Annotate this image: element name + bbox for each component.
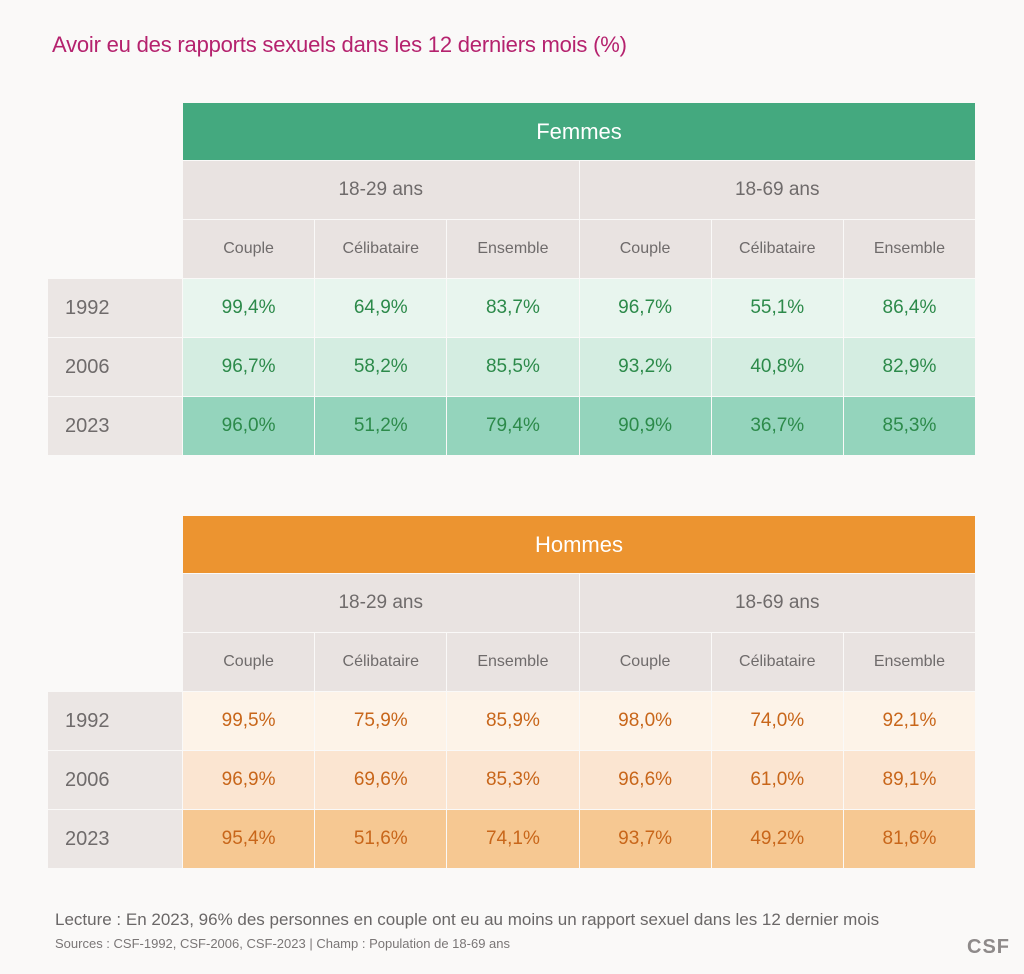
table-cell: 36,7%: [711, 397, 843, 455]
femmes-table: Femmes 18-29 ans 18-69 ans Couple Célibatair…: [48, 103, 976, 456]
table-banner-row: Hommes: [48, 516, 975, 573]
table-cell: 79,4%: [447, 397, 579, 455]
year-label: 2006: [48, 751, 182, 809]
table-cell: 93,7%: [579, 810, 711, 868]
table-row: 1992 99,5% 75,9% 85,9% 98,0% 74,0% 92,1%: [48, 692, 976, 750]
year-label: 2023: [48, 397, 182, 455]
table-cell: 51,6%: [315, 810, 447, 868]
table-cell: 49,2%: [711, 810, 843, 868]
table-cell: 74,1%: [447, 810, 579, 868]
corner-spacer: [48, 633, 182, 691]
table-cell: 81,6%: [843, 810, 976, 868]
year-label: 1992: [48, 692, 182, 750]
hommes-table: Hommes 18-29 ans 18-69 ans Couple Célibatair…: [48, 516, 976, 869]
table-cell: 75,9%: [315, 692, 447, 750]
column-header: Ensemble: [843, 220, 976, 278]
column-header: Célibataire: [711, 220, 843, 278]
hommes-banner-title: Hommes: [183, 516, 975, 573]
sources-note: Sources : CSF-1992, CSF-2006, CSF-2023 |…: [55, 936, 511, 951]
table-cell: 55,1%: [711, 279, 843, 337]
age-group-header: 18-69 ans: [579, 161, 975, 219]
table-cell: 69,6%: [315, 751, 447, 809]
age-group-row: 18-29 ans 18-69 ans: [48, 574, 975, 632]
column-header: Couple: [183, 633, 315, 691]
lecture-note: Lecture : En 2023, 96% des personnes en …: [55, 910, 880, 929]
table-cell: 85,9%: [447, 692, 579, 750]
table-row: 2023 96,0% 51,2% 79,4% 90,9% 36,7% 85,3%: [48, 397, 976, 455]
table-row: 2006 96,7% 58,2% 85,5% 93,2% 40,8% 82,9%: [48, 338, 976, 396]
table-cell: 64,9%: [315, 279, 447, 337]
corner-spacer: [48, 103, 182, 160]
table-cell: 85,3%: [447, 751, 579, 809]
column-header: Couple: [579, 633, 711, 691]
age-group-row: 18-29 ans 18-69 ans: [48, 161, 975, 219]
age-group-header: 18-29 ans: [183, 161, 579, 219]
table-cell: 98,0%: [579, 692, 711, 750]
table-cell: 92,1%: [843, 692, 976, 750]
femmes-banner-title: Femmes: [183, 103, 975, 160]
table-cell: 96,9%: [183, 751, 315, 809]
table-cell: 96,7%: [579, 279, 711, 337]
table-cell: 51,2%: [315, 397, 447, 455]
table-row: 1992 99,4% 64,9% 83,7% 96,7% 55,1% 86,4%: [48, 279, 976, 337]
column-header: Célibataire: [711, 633, 843, 691]
column-header-row: Couple Célibataire Ensemble Couple Célibatai…: [48, 220, 976, 278]
table-cell: 93,2%: [579, 338, 711, 396]
column-header: Ensemble: [843, 633, 976, 691]
table-cell: 96,7%: [183, 338, 315, 396]
column-header: Ensemble: [447, 220, 579, 278]
table-cell: 99,4%: [183, 279, 315, 337]
table-cell: 90,9%: [579, 397, 711, 455]
column-header: Célibataire: [315, 220, 447, 278]
table-cell: 96,6%: [579, 751, 711, 809]
csf-logo: CSF: [967, 936, 1010, 958]
table-cell: 89,1%: [843, 751, 976, 809]
year-label: 2006: [48, 338, 182, 396]
column-header: Ensemble: [447, 633, 579, 691]
table-cell: 99,5%: [183, 692, 315, 750]
year-label: 2023: [48, 810, 182, 868]
table-cell: 58,2%: [315, 338, 447, 396]
table-row: 2006 96,9% 69,6% 85,3% 96,6% 61,0% 89,1%: [48, 751, 976, 809]
age-group-header: 18-69 ans: [579, 574, 975, 632]
table-cell: 96,0%: [183, 397, 315, 455]
table-cell: 85,5%: [447, 338, 579, 396]
chart-title: Avoir eu des rapports sexuels dans les 1…: [52, 32, 627, 57]
table-cell: 74,0%: [711, 692, 843, 750]
corner-spacer: [48, 220, 182, 278]
column-header-row: Couple Célibataire Ensemble Couple Célibatai…: [48, 633, 976, 691]
column-header: Célibataire: [315, 633, 447, 691]
corner-spacer: [48, 516, 182, 573]
table-cell: 82,9%: [843, 338, 976, 396]
column-header: Couple: [579, 220, 711, 278]
year-label: 1992: [48, 279, 182, 337]
table-cell: 61,0%: [711, 751, 843, 809]
table-cell: 86,4%: [843, 279, 976, 337]
table-banner-row: Femmes: [48, 103, 975, 160]
table-row: 2023 95,4% 51,6% 74,1% 93,7% 49,2% 81,6%: [48, 810, 976, 868]
table-cell: 40,8%: [711, 338, 843, 396]
age-group-header: 18-29 ans: [183, 574, 579, 632]
column-header: Couple: [183, 220, 315, 278]
corner-spacer: [48, 574, 182, 632]
corner-spacer: [48, 161, 182, 219]
table-cell: 85,3%: [843, 397, 976, 455]
table-cell: 83,7%: [447, 279, 579, 337]
table-cell: 95,4%: [183, 810, 315, 868]
